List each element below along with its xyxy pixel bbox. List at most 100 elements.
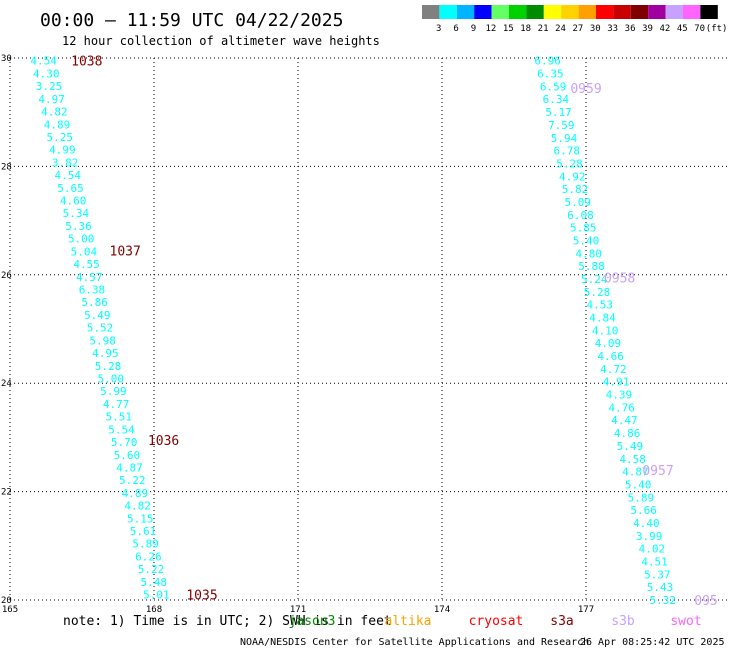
wave-height-value: 5.65 [57,182,84,195]
wave-height-value: 5.82 [562,183,589,196]
y-tick-label: 26 [1,271,12,281]
time-label: 1035 [186,589,217,604]
legend-tick-label: 39 [642,24,653,34]
satellite-tracks: 4.544.303.254.974.824.895.254.993.824.54… [30,55,717,609]
wave-height-value: 3.82 [52,156,79,169]
legend-swatch [474,5,492,19]
wave-height-value: 6.35 [537,68,564,81]
legend-swatch [561,5,579,19]
wave-height-value: 6.26 [135,550,162,563]
wave-height-value: 5.43 [647,581,674,594]
wave-height-value: 4.39 [606,389,633,402]
wave-height-value: 4.76 [608,401,635,414]
wave-height-value: 5.36 [65,220,92,233]
wave-height-value: 4.87 [622,466,649,479]
wave-height-value: 5.32 [650,594,677,607]
legend-tick-label: 24 [555,24,566,34]
legend-tick-label: 30 [590,24,601,34]
legend-tick-label: 42 [659,24,670,34]
legend-tick-label: 12 [485,24,496,34]
wave-height-value: 4.60 [60,195,87,208]
legend-swatch [683,5,701,19]
wave-height-value: 4.30 [33,67,60,80]
wave-height-value: 5.85 [570,222,597,235]
wave-height-value: 4.54 [55,169,82,182]
wave-height-value: 5.28 [95,360,122,373]
wave-height-value: 4.77 [103,398,130,411]
wave-height-value: 7.59 [548,119,575,132]
time-label: 1037 [110,244,141,259]
satellite-legend-swot: swot [670,614,701,629]
wave-height-value: 5.86 [81,296,108,309]
wave-height-value: 4.57 [76,271,103,284]
wave-height-value: 4.82 [124,500,151,513]
grid-lines [9,57,730,601]
wave-height-value: 5.00 [97,372,124,385]
wave-height-value: 4.51 [641,555,668,568]
plot-frame [10,58,730,600]
legend-tick-label: 21 [538,24,549,34]
wave-height-value: 5.54 [108,423,135,436]
wave-height-value: 4.47 [611,414,638,427]
legend-swatch [526,5,544,19]
legend-swatch [509,5,527,19]
y-tick-label: 22 [1,488,12,498]
wave-height-value: 5.89 [628,491,655,504]
wave-height-value: 5.15 [127,512,154,525]
wave-height-value: 4.72 [600,363,627,376]
legend-tick-label: 18 [520,24,531,34]
wave-height-value: 4.97 [38,93,65,106]
wave-height-value: 6.34 [543,93,570,106]
time-label: 0957 [642,464,673,479]
wave-height-value: 4.54 [30,55,57,68]
satellite-legend-altika: altika [385,614,432,629]
wave-height-value: 4.02 [639,543,666,556]
legend-tick-label: 33 [607,24,618,34]
time-label: 095 [694,594,717,609]
legend-tick-label: 9 [471,24,476,34]
wave-height-value: 4.82 [41,106,68,119]
wave-height-value: 4.84 [589,312,616,325]
wave-height-value: 5.48 [140,576,167,589]
satellite-legend-s3a: s3a [550,614,573,629]
wave-height-value: 4.99 [49,144,76,157]
wave-height-value: 4.58 [619,453,646,466]
satellite-legend-cryosat: cryosat [469,614,524,629]
wave-height-value: 5.24 [581,273,608,286]
wave-height-value: 5.52 [87,322,114,335]
time-label: 0958 [604,272,635,287]
wave-height-value: 5.40 [625,478,652,491]
wave-height-value: 5.49 [84,309,111,322]
footer-credit: NOAA/NESDIS Center for Satellite Applica… [240,637,589,648]
legend-unit: (ft) [706,24,728,34]
wave-height-value: 5.22 [119,474,146,487]
legend-swatch [613,5,631,19]
legend-swatch [439,5,457,19]
wave-height-value: 5.49 [617,440,644,453]
wave-height-value: 4.09 [595,337,622,350]
x-tick-label: 174 [434,605,450,615]
footer-timestamp: 26 Apr 08:25:42 UTC 2025 [580,637,725,648]
wave-height-value: 5.17 [545,106,572,119]
wave-height-value: 5.89 [132,538,159,551]
wave-height-value: 4.91 [603,376,630,389]
wave-height-value: 6.96 [534,55,561,68]
wave-height-value: 4.86 [614,427,641,440]
wave-height-value: 5.34 [63,207,90,220]
y-tick-label: 30 [1,54,12,64]
legend-tick-label: 3 [436,24,441,34]
axis-ticks: 165 168 171 174 177 20 22 24 26 28 30 [1,54,594,615]
wave-height-value: 3.25 [36,80,63,93]
wave-height-value: 6.59 [540,80,567,93]
satellite-legend-s3b: s3b [611,614,635,629]
legend-tick-label: 6 [453,24,458,34]
wave-height-value: 5.60 [114,449,141,462]
time-label: 1038 [71,55,102,70]
x-tick-label: 171 [290,605,306,615]
wave-height-value: 4.89 [44,118,71,131]
wave-height-value: 5.09 [565,196,592,209]
legend-tick-label: 15 [503,24,514,34]
footer-note: note: 1) Time is in UTC; 2) SWH is in fe… [63,614,392,629]
